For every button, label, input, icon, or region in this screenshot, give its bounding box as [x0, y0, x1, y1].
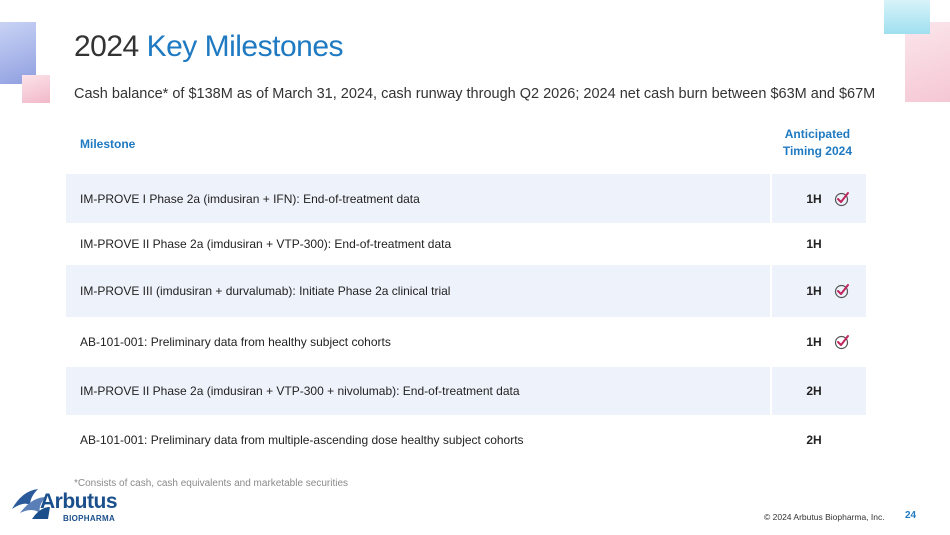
table-row: AB-101-001: Preliminary data from health…	[66, 317, 866, 367]
page-title-accent: Key Milestones	[146, 30, 344, 63]
milestone-label: IM-PROVE I Phase 2a (imdusiran + IFN): E…	[80, 191, 420, 206]
timing-value: 1H	[806, 237, 822, 251]
milestone-label: IM-PROVE III (imdusiran + durvalumab): I…	[80, 284, 451, 298]
decor-square-right-pink	[905, 22, 950, 102]
decor-square-left-pink	[22, 75, 50, 103]
table-row: IM-PROVE I Phase 2a (imdusiran + IFN): E…	[66, 174, 866, 223]
decor-square-left-blue	[0, 22, 36, 84]
timing-value: 1H	[806, 191, 822, 206]
timing-value: 2H	[806, 433, 822, 447]
check-circle-icon	[834, 335, 849, 350]
timing-cell: 2H	[770, 415, 866, 465]
timing-cell: 1H	[770, 265, 866, 317]
timing-value: 1H	[806, 284, 822, 298]
table-row: IM-PROVE III (imdusiran + durvalumab): I…	[66, 265, 866, 317]
copyright: © 2024 Arbutus Biopharma, Inc.	[764, 512, 885, 522]
timing-cell: 1H	[770, 317, 866, 367]
header-milestone: Milestone	[80, 137, 136, 151]
page-title: 2024 Key Milestones	[74, 30, 344, 63]
timing-value: 1H	[806, 335, 822, 349]
decor-square-right-cyan	[884, 0, 930, 34]
timing-cell: 1H	[770, 174, 866, 223]
table-body: IM-PROVE I Phase 2a (imdusiran + IFN): E…	[66, 174, 866, 465]
footnote: *Consists of cash, cash equivalents and …	[74, 478, 349, 489]
table-header: Milestone Anticipated Timing 2024	[66, 118, 866, 174]
milestone-label: IM-PROVE II Phase 2a (imdusiran + VTP-30…	[80, 384, 520, 398]
table-row: AB-101-001: Preliminary data from multip…	[66, 415, 866, 465]
logo-wordmark: Arbutus	[40, 490, 118, 513]
timing-value: 2H	[806, 384, 822, 398]
milestone-label: IM-PROVE II Phase 2a (imdusiran + VTP-30…	[80, 237, 452, 251]
milestone-label: AB-101-001: Preliminary data from health…	[80, 335, 391, 349]
check-circle-icon	[834, 191, 849, 206]
timing-cell: 1H	[770, 223, 866, 265]
milestone-label: AB-101-001: Preliminary data from multip…	[80, 433, 524, 447]
timing-cell: 2H	[770, 367, 866, 415]
milestones-table: Milestone Anticipated Timing 2024 IM-PRO…	[66, 118, 866, 465]
subtitle: Cash balance* of $138M as of March 31, 2…	[74, 86, 876, 102]
check-circle-icon	[834, 284, 849, 299]
logo-subtitle: BIOPHARMA	[63, 514, 116, 523]
arbutus-logo-icon	[12, 489, 50, 519]
header-timing: Anticipated Timing 2024	[782, 127, 852, 158]
page-number: 24	[905, 510, 917, 521]
table-row: IM-PROVE II Phase 2a (imdusiran + VTP-30…	[66, 367, 866, 415]
table-row: IM-PROVE II Phase 2a (imdusiran + VTP-30…	[66, 223, 866, 265]
